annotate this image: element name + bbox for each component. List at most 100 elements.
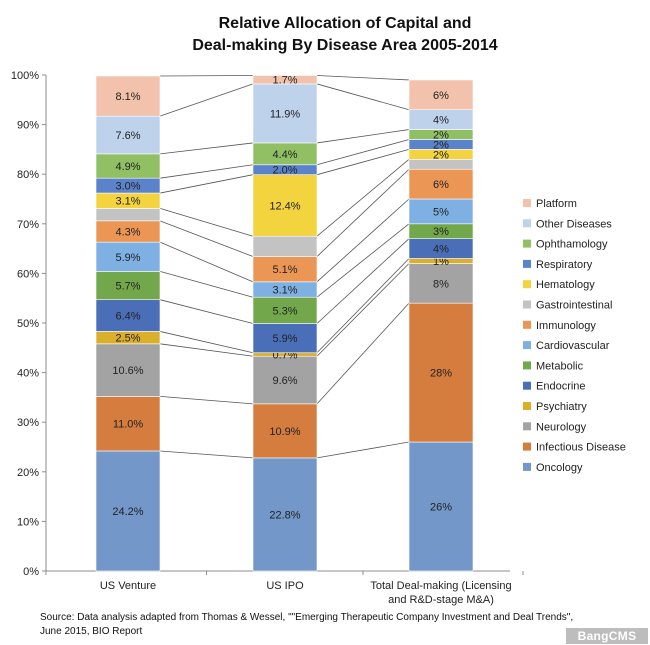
data-label: 5.3% bbox=[272, 305, 297, 317]
data-label: 2.5% bbox=[115, 333, 140, 345]
data-label: 6% bbox=[433, 179, 449, 191]
legend-label-psychiatry: Psychiatry bbox=[536, 401, 587, 413]
bar-segment-endocrine bbox=[95, 299, 161, 332]
chart-title-line-1: Relative Allocation of Capital and bbox=[218, 15, 472, 32]
bar-segment-gastrointestinal bbox=[95, 208, 161, 222]
chart-title-line-2: Deal-making By Disease Area 2005-2014 bbox=[192, 37, 498, 54]
y-tick-label: 80% bbox=[17, 169, 39, 181]
bar-segment-infectious-disease bbox=[252, 403, 318, 459]
connector-line bbox=[159, 220, 254, 257]
y-tick-label: 90% bbox=[17, 120, 39, 132]
legend-swatch-infectious-disease bbox=[523, 442, 531, 451]
legend-label-other-diseases: Other Diseases bbox=[536, 218, 612, 230]
data-label: 6.4% bbox=[115, 311, 140, 323]
data-label: 8% bbox=[433, 278, 449, 290]
data-label: 1% bbox=[433, 256, 449, 268]
connector-line bbox=[316, 75, 410, 81]
connector-line bbox=[159, 208, 254, 237]
legend-label-infectious-disease: Infectious Disease bbox=[536, 442, 626, 454]
bar-segment-immunology bbox=[252, 256, 318, 283]
connector-line bbox=[316, 129, 410, 144]
category-label: US Venture bbox=[100, 580, 156, 592]
y-tick-label: 50% bbox=[17, 318, 39, 330]
bar-segment-gastrointestinal bbox=[252, 235, 318, 257]
legend-swatch-endocrine bbox=[523, 381, 531, 390]
data-label: 2% bbox=[433, 149, 449, 161]
bar-segment-immunology bbox=[408, 168, 474, 200]
chart-title: Relative Allocation of Capital and Deal-… bbox=[0, 13, 650, 57]
category-label: and R&D-stage M&A) bbox=[388, 594, 494, 606]
connector-line bbox=[159, 331, 254, 354]
legend-swatch-respiratory bbox=[523, 259, 531, 268]
bar-segment-neurology bbox=[95, 343, 161, 397]
bar-segment-cardiovascular bbox=[95, 241, 161, 272]
legend-swatch-oncology bbox=[523, 462, 531, 471]
connector-line bbox=[316, 149, 410, 176]
data-label: 10.6% bbox=[112, 365, 143, 377]
data-label: 5.1% bbox=[272, 264, 297, 276]
connector-line bbox=[316, 139, 410, 166]
y-tick-label: 70% bbox=[17, 219, 39, 231]
legend-label-respiratory: Respiratory bbox=[536, 259, 593, 271]
connector-line bbox=[316, 238, 410, 324]
data-label: 6% bbox=[433, 90, 449, 102]
y-tick-label: 40% bbox=[17, 368, 39, 380]
connector-line bbox=[159, 174, 254, 194]
data-label: 4% bbox=[433, 115, 449, 127]
connector-line bbox=[316, 441, 410, 459]
legend-swatch-psychiatry bbox=[523, 402, 531, 410]
legend-swatch-hematology bbox=[523, 280, 531, 289]
data-label: 10.9% bbox=[269, 426, 300, 438]
legend-swatch-cardiovascular bbox=[523, 341, 531, 350]
legend-label-endocrine: Endocrine bbox=[536, 381, 586, 393]
data-label: 5.7% bbox=[115, 281, 140, 293]
legend-label-oncology: Oncology bbox=[536, 462, 583, 474]
bar-segment-other-diseases bbox=[252, 83, 318, 144]
data-label: 11.0% bbox=[113, 419, 144, 431]
legend-label-ophthamology: Ophthamology bbox=[536, 239, 608, 251]
data-label: 2% bbox=[433, 130, 449, 142]
bar-segment-platform bbox=[95, 75, 161, 117]
legend-swatch-ophthamology bbox=[523, 239, 531, 248]
connector-line bbox=[316, 198, 410, 283]
connector-line bbox=[316, 83, 410, 111]
connector-line bbox=[159, 142, 254, 155]
source-note: Source: Data analysis adapted from Thoma… bbox=[40, 612, 574, 637]
legend-label-platform: Platform bbox=[536, 198, 577, 210]
bar-segment-infectious-disease bbox=[408, 302, 474, 443]
bar-segment-neurology bbox=[408, 263, 474, 304]
connector-line bbox=[316, 223, 410, 298]
data-label: 3.0% bbox=[115, 181, 140, 193]
y-tick-label: 100% bbox=[11, 70, 39, 82]
connector-line bbox=[316, 263, 410, 357]
bar-segment-platform bbox=[408, 79, 474, 111]
bar-segment-oncology bbox=[252, 457, 318, 572]
connector-line bbox=[316, 159, 410, 237]
connector-line bbox=[159, 83, 254, 117]
data-label: 3% bbox=[433, 226, 449, 238]
bar-segment-platform bbox=[252, 75, 318, 85]
data-label: 7.6% bbox=[115, 130, 140, 142]
category-label: Total Deal-making (Licensing bbox=[370, 580, 511, 592]
data-label: 5.9% bbox=[115, 252, 140, 264]
legend-swatch-immunology bbox=[523, 320, 531, 329]
connector-line bbox=[159, 299, 254, 324]
connector-line bbox=[159, 396, 254, 405]
data-label: 2% bbox=[433, 139, 449, 151]
connector-line bbox=[159, 450, 254, 459]
legend-label-immunology: Immunology bbox=[536, 320, 596, 332]
legend-label-gastrointestinal: Gastrointestinal bbox=[536, 300, 612, 312]
data-label: 4.3% bbox=[115, 226, 140, 238]
y-tick-label: 0% bbox=[23, 566, 39, 578]
y-tick-label: 10% bbox=[17, 516, 39, 528]
data-label: 2.0% bbox=[272, 165, 297, 177]
data-label: 8.1% bbox=[115, 91, 140, 103]
connector-line bbox=[316, 168, 410, 257]
y-tick-label: 30% bbox=[17, 417, 39, 429]
legend-swatch-other-diseases bbox=[523, 219, 531, 228]
legend-swatch-metabolic bbox=[523, 361, 531, 370]
data-label: 3.1% bbox=[272, 285, 297, 297]
data-label: 3.1% bbox=[115, 196, 140, 208]
category-label: US IPO bbox=[266, 580, 304, 592]
